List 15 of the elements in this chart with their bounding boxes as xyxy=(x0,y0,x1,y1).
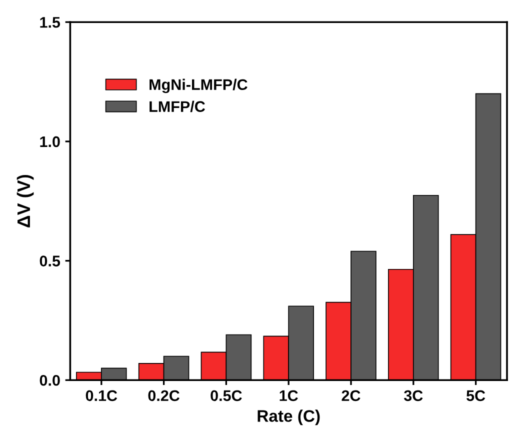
y-tick-label: 0.0 xyxy=(40,374,60,386)
x-tick-label: 3C xyxy=(404,390,423,402)
y-tick-label: 1.0 xyxy=(40,136,60,148)
x-tick-label: 1C xyxy=(280,390,298,402)
y-tick-label: 0.5 xyxy=(40,256,60,266)
x-axis-title: Rate (C) xyxy=(258,410,320,426)
x-tick-label: 0.5C xyxy=(210,390,242,402)
x-tick-label: 0.2C xyxy=(148,390,180,402)
y-axis-title: ΔV (V) xyxy=(16,174,34,228)
x-tick-label: 0.1C xyxy=(86,390,118,402)
x-tick-label: 5C xyxy=(466,390,486,402)
legend-label: LMFP/C xyxy=(150,100,206,112)
x-tick-label: 2C xyxy=(342,390,360,402)
legend-label: MgNi-LMFP/C xyxy=(150,78,248,94)
y-tick-label: 1.5 xyxy=(40,17,60,28)
